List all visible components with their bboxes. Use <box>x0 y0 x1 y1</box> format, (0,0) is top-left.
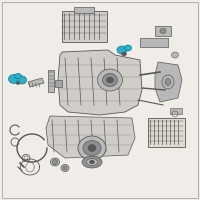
Ellipse shape <box>160 28 166 33</box>
Ellipse shape <box>122 52 127 56</box>
Ellipse shape <box>14 73 22 78</box>
Ellipse shape <box>102 73 118 86</box>
Ellipse shape <box>90 160 95 164</box>
FancyBboxPatch shape <box>170 108 182 114</box>
Ellipse shape <box>50 158 60 166</box>
Ellipse shape <box>106 77 114 83</box>
Ellipse shape <box>82 156 102 168</box>
Ellipse shape <box>83 140 101 156</box>
Ellipse shape <box>18 76 26 84</box>
Ellipse shape <box>172 52 179 58</box>
Polygon shape <box>28 78 44 87</box>
Ellipse shape <box>88 144 96 152</box>
FancyBboxPatch shape <box>48 70 54 92</box>
FancyBboxPatch shape <box>74 7 94 13</box>
Ellipse shape <box>165 78 171 86</box>
FancyBboxPatch shape <box>148 117 184 146</box>
Ellipse shape <box>8 74 20 84</box>
FancyBboxPatch shape <box>62 10 106 42</box>
Ellipse shape <box>16 82 20 84</box>
Ellipse shape <box>117 46 127 54</box>
FancyBboxPatch shape <box>55 80 62 87</box>
Ellipse shape <box>86 158 98 166</box>
Ellipse shape <box>61 164 69 171</box>
Polygon shape <box>46 116 135 158</box>
Ellipse shape <box>78 136 106 160</box>
FancyBboxPatch shape <box>155 26 171 36</box>
Polygon shape <box>58 50 142 115</box>
FancyBboxPatch shape <box>140 38 168 46</box>
Polygon shape <box>155 62 182 102</box>
Ellipse shape <box>52 160 58 164</box>
Ellipse shape <box>124 45 132 51</box>
Ellipse shape <box>63 166 67 170</box>
Ellipse shape <box>98 69 122 91</box>
